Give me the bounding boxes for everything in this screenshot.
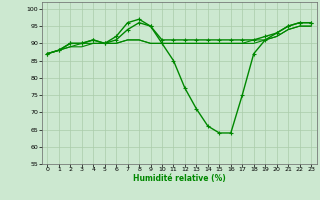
X-axis label: Humidité relative (%): Humidité relative (%) (133, 174, 226, 183)
